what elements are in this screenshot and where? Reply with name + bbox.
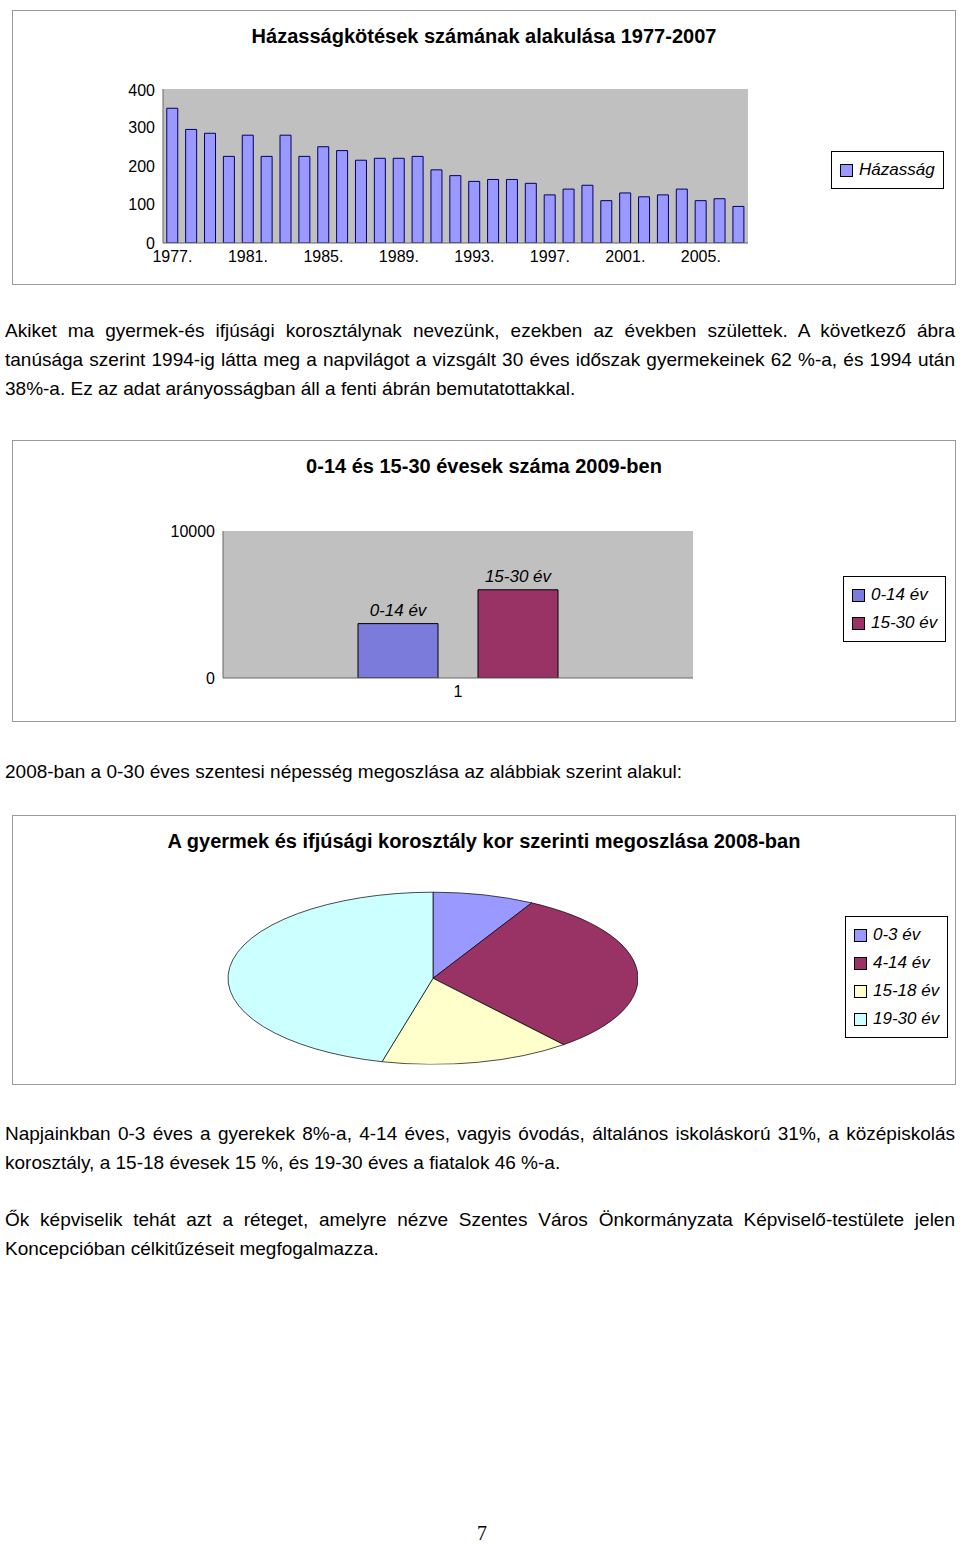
- svg-text:1: 1: [454, 683, 463, 700]
- svg-text:0: 0: [206, 670, 215, 687]
- html-text:0-14 év: 0-14 év: [871, 585, 928, 604]
- svg-text:1997.: 1997.: [530, 248, 570, 265]
- html-text:2008-ban a 0-30 éves szentesi: 2008-ban a 0-30 éves szentesi népesség m…: [5, 761, 682, 782]
- html-text:0-3 év: 0-3 év: [873, 925, 921, 944]
- html-text:Házasság: Házasság: [859, 160, 935, 179]
- html-text:15-30 év: 15-30 év: [871, 613, 938, 632]
- svg-text:100: 100: [128, 196, 155, 213]
- html-text:Napjainkban 0-3 éves a gyereke: Napjainkban 0-3 éves a gyerekek 8%-a, 4-…: [5, 1123, 955, 1173]
- svg-text:200: 200: [128, 158, 155, 175]
- html-text:19-30 év: 19-30 év: [873, 1009, 940, 1028]
- svg-text:1977.: 1977.: [152, 248, 192, 265]
- html-text:7: 7: [477, 1522, 487, 1544]
- html-text:4-14 év: 4-14 év: [873, 953, 930, 972]
- svg-text:1993.: 1993.: [454, 248, 494, 265]
- html-text:Akiket ma gyermek-és ifjúsági: Akiket ma gyermek-és ifjúsági korosztály…: [5, 320, 955, 399]
- html-text:15-18 év: 15-18 év: [873, 981, 940, 1000]
- html-text:0-14 és 15-30 évesek száma 200: 0-14 és 15-30 évesek száma 2009-ben: [306, 455, 662, 477]
- svg-text:400: 400: [128, 82, 155, 99]
- svg-text:1985.: 1985.: [303, 248, 343, 265]
- svg-text:0: 0: [146, 235, 155, 252]
- svg-text:15-30 év: 15-30 év: [485, 567, 553, 586]
- svg-text:10000: 10000: [171, 523, 216, 540]
- svg-text:2001.: 2001.: [605, 248, 645, 265]
- svg-text:2005.: 2005.: [681, 248, 721, 265]
- svg-text:1989.: 1989.: [379, 248, 419, 265]
- html-text:Házasságkötések számának alaku: Házasságkötések számának alakulása 1977-…: [251, 25, 717, 47]
- html-text:A gyermek és ifjúsági korosztá: A gyermek és ifjúsági korosztály kor sze…: [167, 830, 801, 852]
- svg-text:1981.: 1981.: [228, 248, 268, 265]
- html-text:Ők képviselik tehát azt a réte: Ők képviselik tehát azt a réteget, amely…: [5, 1209, 955, 1259]
- svg-text:300: 300: [128, 119, 155, 136]
- svg-text:0-14 év: 0-14 év: [370, 601, 428, 620]
